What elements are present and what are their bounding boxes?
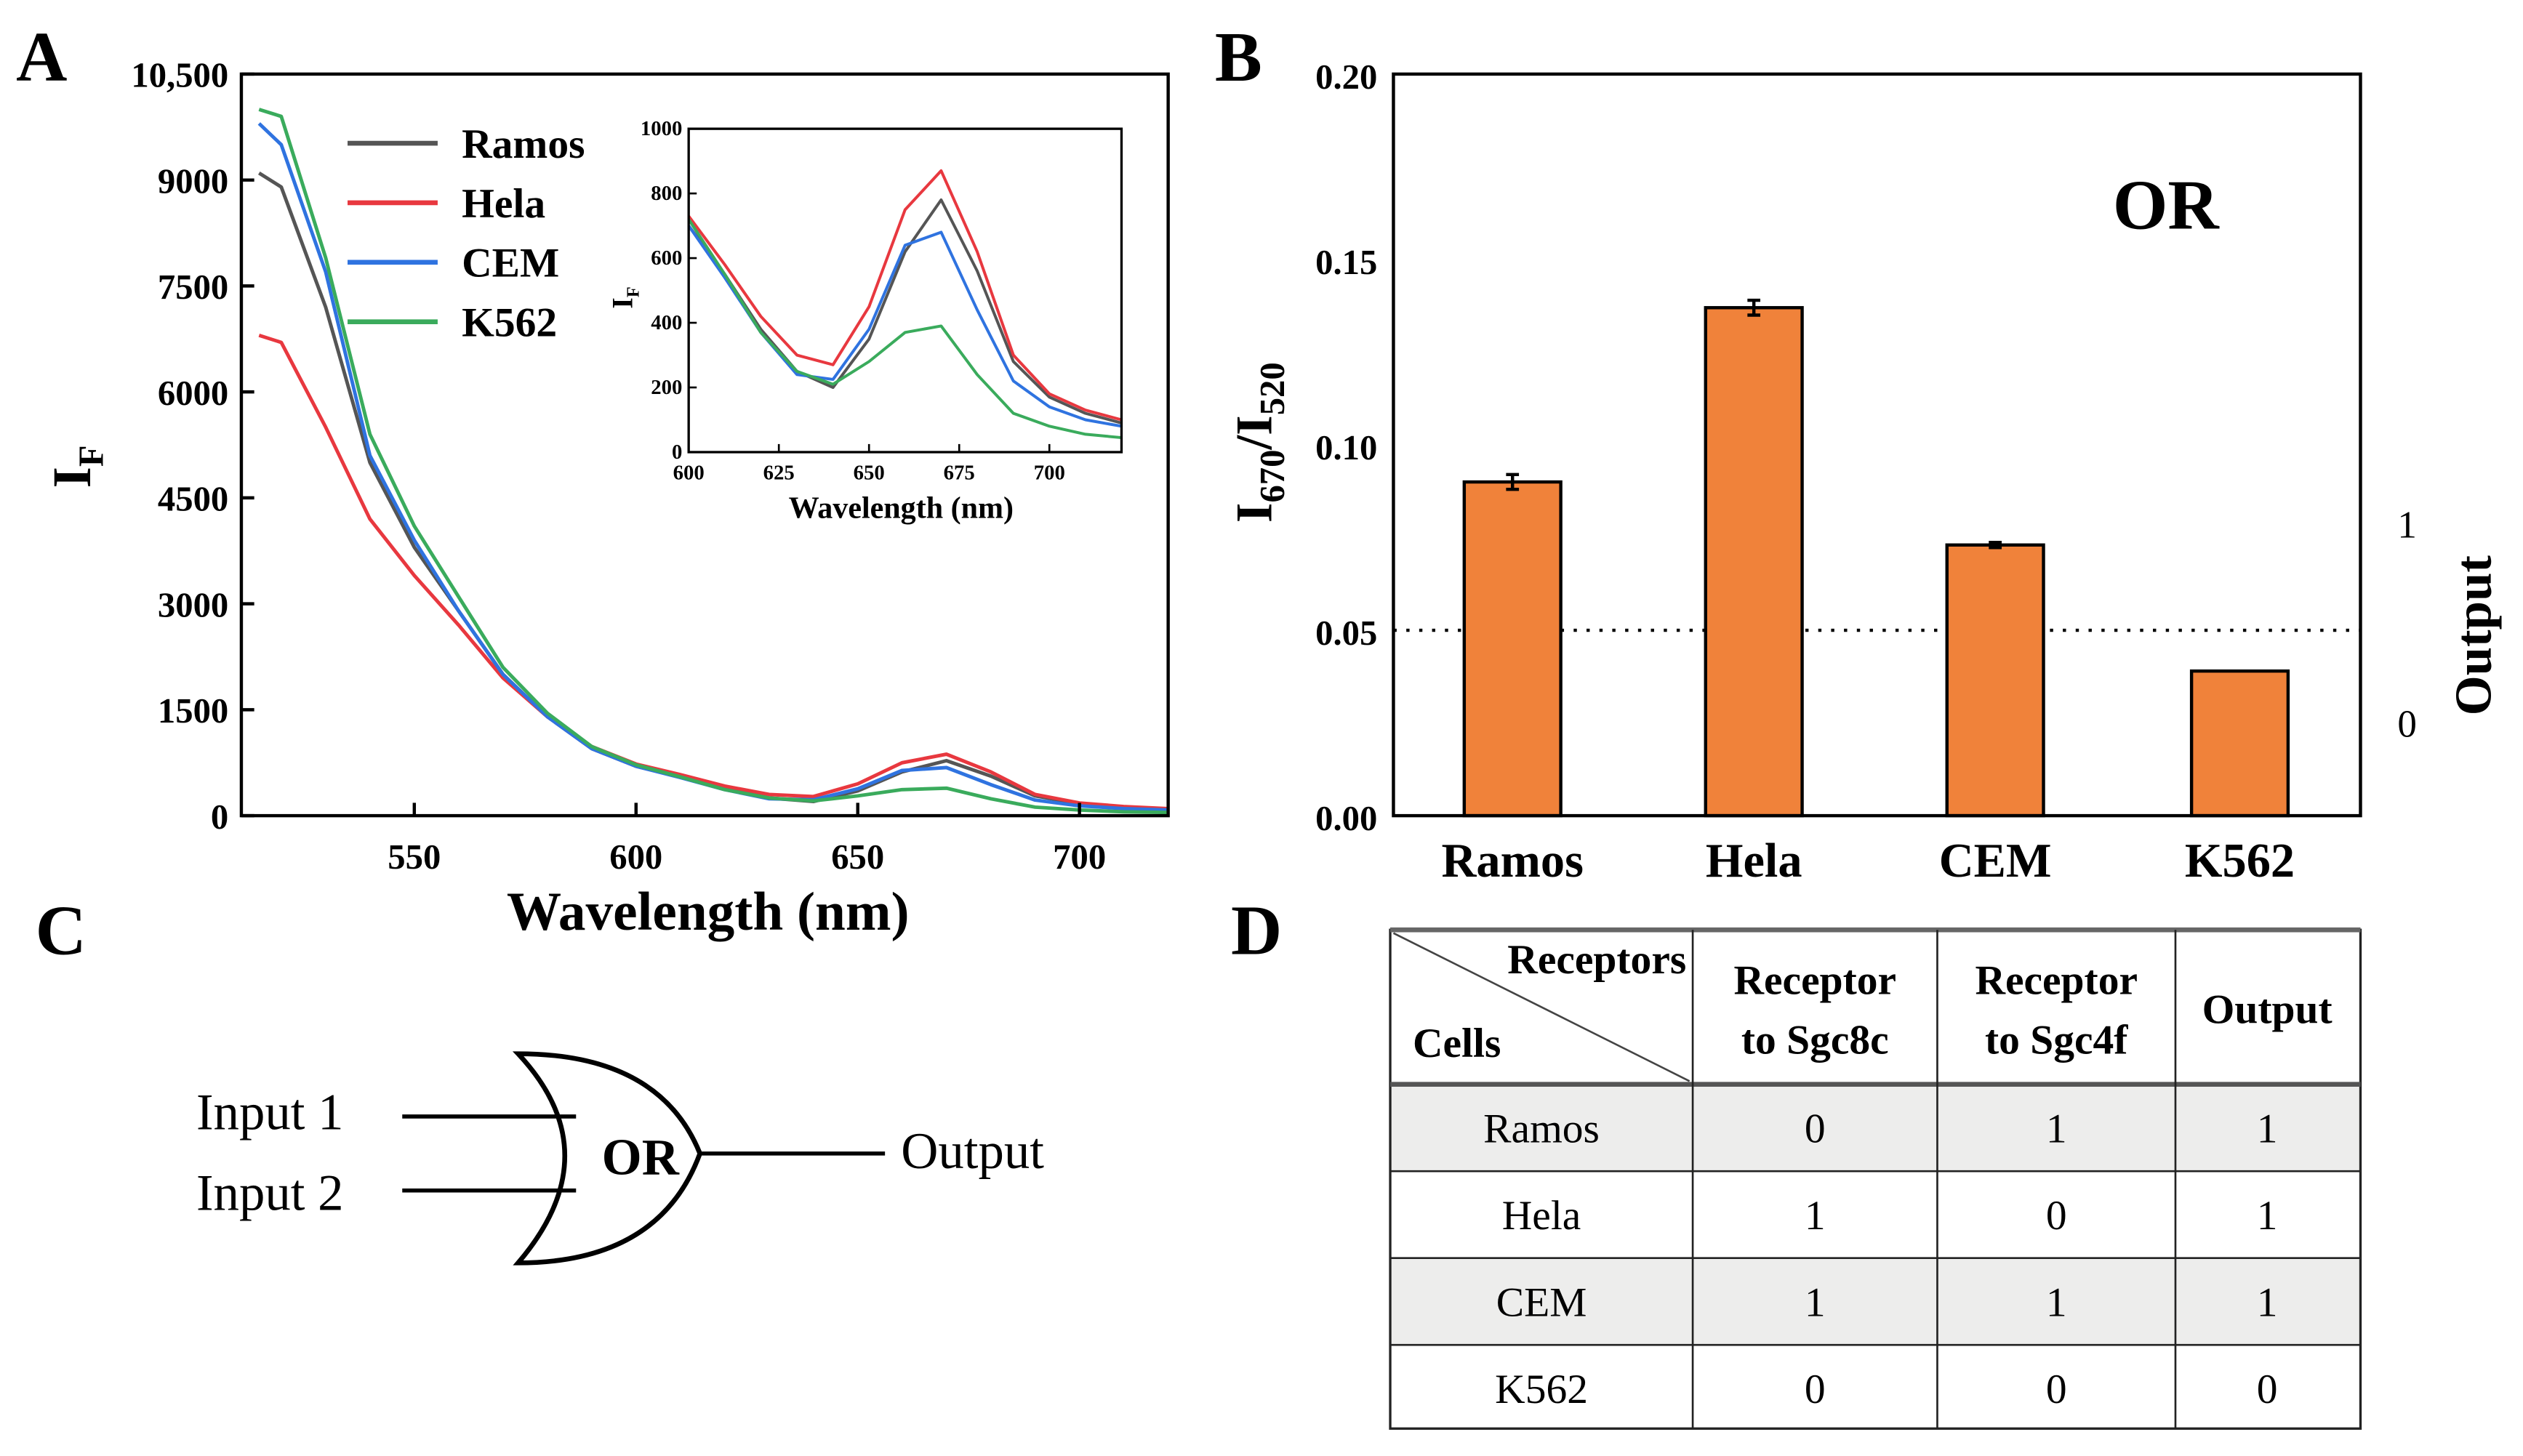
panel-label-c: C	[36, 891, 87, 970]
legend: Ramos Hela CEM K562	[348, 121, 585, 346]
header-cell: to Sgc8c	[1741, 1018, 1889, 1063]
y-tick-label: 0.20	[1315, 57, 1377, 97]
inset-chart: 600 625 650 675 700 0 200 400 600 800 1000 Wavelen…	[607, 117, 1123, 526]
inset-series-line-hela	[687, 169, 1122, 422]
spectrum-chart: 550 600 650 700015003000450060007500900010,…	[42, 56, 1170, 942]
bar-hela	[1704, 306, 1804, 818]
x-tick-label: K562	[2185, 834, 2295, 888]
bar-k562	[2189, 669, 2290, 818]
x-axis-label: Wavelength (nm)	[507, 882, 910, 942]
table-cell: K562	[1495, 1367, 1588, 1412]
y-tick-label: 0.00	[1315, 799, 1377, 838]
svg-text:I670/I520: I670/I520	[1226, 362, 1292, 523]
inset-y-tick-label: 600	[651, 246, 682, 270]
inset-y-tick-label: 200	[651, 376, 682, 399]
x-tick-label: 550	[388, 837, 441, 877]
legend-label: Hela	[462, 181, 545, 227]
inset-series-line-k562	[687, 218, 1122, 440]
plot-frame	[239, 72, 1170, 818]
table-cell: 1	[2257, 1279, 2278, 1325]
legend-label: CEM	[462, 241, 559, 286]
header-cell: to Sgc4f	[1985, 1018, 2128, 1063]
y-tick-label: 6000	[158, 374, 228, 413]
table-cell: 0	[2046, 1367, 2067, 1412]
header-cell: Output	[2202, 987, 2333, 1033]
inset-x-tick-label: 625	[763, 462, 795, 485]
or-gate-symbol	[512, 1051, 703, 1266]
table-cell: 0	[1805, 1367, 1826, 1412]
y-tick-label: 10,500	[131, 56, 228, 95]
y-tick-label: 1500	[158, 691, 228, 731]
table-cell: 0	[2257, 1367, 2278, 1412]
svg-text:IF: IF	[42, 445, 111, 488]
y-tick-label: 3000	[158, 585, 228, 624]
legend-label: Ramos	[462, 121, 585, 167]
inset-y-tick-label: 0	[672, 441, 682, 464]
svg-text:Output: Output	[2446, 555, 2503, 716]
table-cell: 1	[1805, 1193, 1826, 1239]
table-cell: 0	[2046, 1193, 2067, 1239]
gate-label: OR	[602, 1130, 680, 1186]
table-cell: 1	[2046, 1279, 2067, 1325]
table-cell: Hela	[1502, 1193, 1581, 1239]
table-cell: 1	[1805, 1279, 1826, 1325]
panel-label-a: A	[16, 18, 67, 97]
x-tick-label: 700	[1053, 837, 1106, 877]
x-tick-label: CEM	[1939, 834, 2052, 888]
table-cell: 1	[2257, 1193, 2278, 1239]
chart-title: OR	[2113, 166, 2221, 244]
inset-x-tick-label: 700	[1034, 462, 1065, 485]
inset-x-tick-label: 675	[944, 462, 975, 485]
svg-text:IF: IF	[607, 286, 643, 308]
y-tick-label: 7500	[158, 268, 228, 307]
bar-ramos	[1462, 480, 1563, 818]
panel-label-b: B	[1215, 18, 1262, 97]
series-line-hela	[258, 333, 1168, 811]
y-tick-label: 0.15	[1315, 243, 1377, 282]
x-tick-label: 600	[609, 837, 662, 877]
x-tick-label: Hela	[1706, 834, 1802, 888]
inset-y-tick-label: 400	[651, 311, 682, 334]
inset-y-tick-label: 1000	[641, 117, 683, 140]
x-tick-label: Ramos	[1442, 834, 1584, 888]
corner-cells: Cells	[1413, 1021, 1501, 1066]
inset-x-tick-label: 650	[854, 462, 885, 485]
inset-y-tick-label: 800	[651, 182, 682, 205]
y-tick-label: 9000	[158, 161, 228, 201]
header-cell: Receptor	[1975, 958, 2138, 1004]
y-axis-label: I670/I520	[1226, 362, 1292, 523]
y-tick-label: 0.05	[1315, 614, 1377, 653]
table-cell: Ramos	[1483, 1106, 1600, 1151]
legend-label: K562	[462, 300, 557, 346]
table-cell: CEM	[1496, 1279, 1587, 1325]
truth-table: Receptors Cells Receptor to Sgc8c Recept…	[1389, 927, 2362, 1430]
y-tick-label: 4500	[158, 480, 228, 519]
inset-x-tick-label: 600	[673, 462, 705, 485]
table-cell: 1	[2046, 1106, 2067, 1151]
corner-receptors: Receptors	[1507, 937, 1686, 983]
series-line-k562	[258, 108, 1168, 815]
plot-frame	[1392, 72, 2362, 818]
y-axis-label: IF	[42, 445, 111, 488]
y-tick-label: 0	[211, 797, 228, 837]
x-tick-label: 650	[831, 837, 884, 877]
inset-x-axis-label: Wavelength (nm)	[789, 492, 1014, 526]
right-axis-tick: 0	[2397, 704, 2417, 746]
inset-series-line-ramos	[687, 198, 1122, 425]
gate-output: Output	[901, 1123, 1044, 1180]
panel-label-d: D	[1231, 891, 1282, 970]
gate-input-2: Input 2	[196, 1165, 344, 1221]
table-cell: 1	[2257, 1106, 2278, 1151]
inset-y-axis-label: IF	[607, 286, 643, 308]
header-cell: Receptor	[1733, 958, 1896, 1004]
right-axis-tick: 1	[2397, 504, 2417, 546]
y-tick-label: 0.10	[1315, 428, 1377, 467]
table-cell: 0	[1805, 1106, 1826, 1151]
right-axis-label: Output	[2446, 555, 2503, 716]
or-gate-diagram: Input 1 Input 2 OR Output	[196, 1051, 1044, 1266]
gate-input-1: Input 1	[196, 1085, 344, 1141]
bar-cem	[1945, 543, 2045, 818]
